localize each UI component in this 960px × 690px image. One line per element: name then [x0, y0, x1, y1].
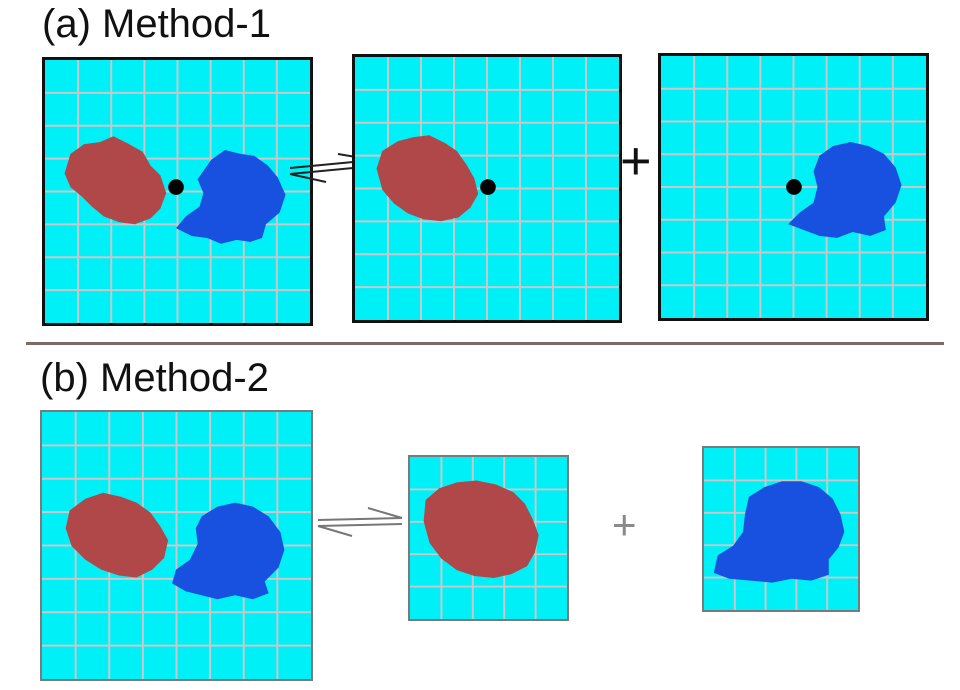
- red-molecule: [376, 135, 479, 222]
- equilibrium-arrows-icon: [317, 507, 403, 537]
- red-molecule: [64, 136, 167, 225]
- b-receptor-figure: [410, 457, 567, 619]
- a-complex-box: [42, 57, 313, 326]
- red-molecule: [65, 492, 169, 578]
- blue-molecule: [176, 149, 286, 244]
- plus-icon: +: [620, 131, 652, 191]
- blue-molecule: [172, 502, 285, 600]
- a-ligand-figure: [661, 56, 926, 318]
- section-b-title: (b) Method-2: [40, 356, 269, 400]
- a-receptor-figure: [355, 57, 619, 320]
- a-receptor-box: [352, 54, 622, 323]
- a-ligand-box: [658, 53, 929, 321]
- b-ligand-figure: [704, 448, 858, 610]
- section-a-title: (a) Method-1: [42, 2, 271, 46]
- blue-molecule: [788, 142, 902, 238]
- center-dot: [786, 179, 802, 195]
- a-complex-figure: [45, 60, 310, 323]
- center-dot: [480, 179, 496, 195]
- b-receptor-box: [408, 455, 569, 621]
- red-molecule: [423, 480, 539, 578]
- b-ligand-box: [702, 446, 860, 612]
- section-divider: [26, 342, 944, 345]
- b-complex-figure: [42, 412, 311, 679]
- b-complex-box: [40, 410, 313, 681]
- plus-icon: +: [612, 501, 637, 548]
- blue-molecule: [713, 481, 845, 583]
- center-dot: [168, 179, 184, 195]
